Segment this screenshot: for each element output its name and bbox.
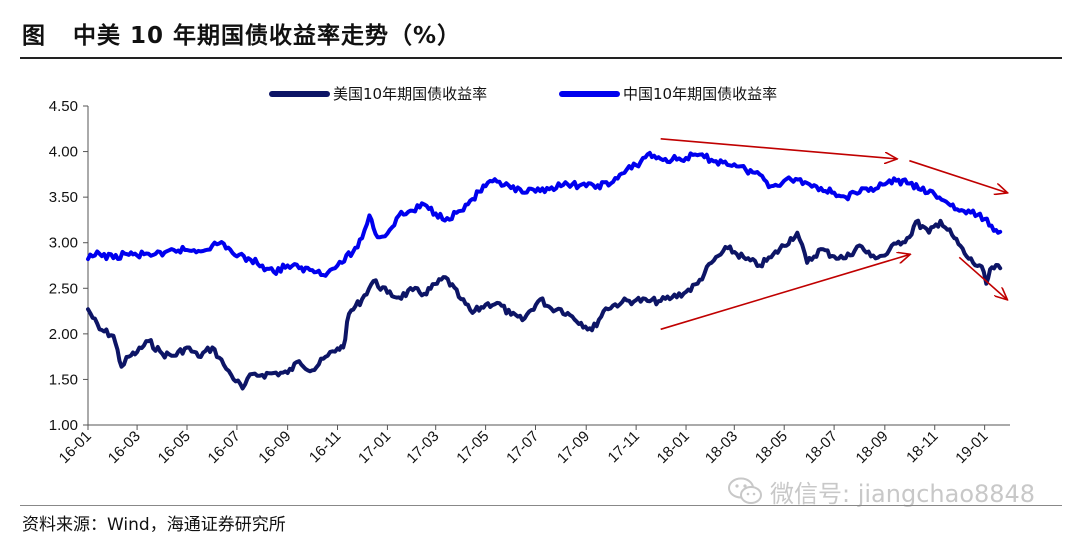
trend-arrow-down (958, 256, 1006, 299)
legend-label: 中国10年期国债收益率 (623, 85, 777, 103)
x-axis: 16-01 16-03 16-05 16-07 16-09 16-11 17-01 17-03… (56, 424, 1010, 467)
wechat-icon (728, 477, 762, 504)
page-title: 图 中美 10 年期国债收益率走势（%） (22, 23, 462, 49)
x-tick-label: 17-09 (554, 428, 593, 467)
y-tick-label: 4.00 (49, 144, 78, 161)
yield-line-chart: 1.001.502.002.503.003.504.004.50 16-01 16… (49, 85, 1010, 467)
trend-arrows (660, 138, 1007, 331)
y-tick-label: 4.50 (49, 98, 78, 115)
x-tick-label: 18-03 (702, 428, 741, 467)
x-tick-label: 18-09 (853, 428, 892, 467)
title-divider (20, 57, 1062, 59)
x-tick-label: 17-11 (605, 428, 643, 466)
y-tick-label: 1.00 (49, 417, 78, 434)
trend-arrow-down (909, 159, 1006, 193)
x-tick-label: 16-03 (105, 428, 144, 467)
x-tick-label: 16-07 (205, 428, 244, 467)
legend: 美国10年期国债收益率 中国10年期国债收益率 (269, 85, 777, 103)
y-tick-label: 3.00 (49, 235, 78, 252)
x-tick-label: 18-05 (752, 428, 791, 467)
x-tick-label: 17-03 (403, 428, 442, 467)
trend-arrow-down (660, 138, 897, 159)
source-divider (20, 505, 1062, 506)
y-axis: 1.00 1.50 2.00 2.50 3.00 3.50 4.00 4.50 (49, 98, 89, 434)
series-lines (86, 150, 1003, 391)
source-note: 资料来源：Wind，海通证券研究所 (22, 515, 286, 535)
y-tick-label: 2.50 (49, 280, 78, 297)
y-tick-label: 3.50 (49, 189, 78, 206)
series-line-cn-10y (86, 150, 1003, 278)
x-tick-label: 16-11 (306, 428, 344, 466)
y-tick-label: 1.50 (49, 371, 78, 388)
legend-label: 美国10年期国债收益率 (333, 85, 487, 103)
watermark: 微信号: jiangchao8848 (726, 476, 1036, 508)
x-tick-label: 17-07 (503, 428, 542, 467)
x-tick-label: 18-11 (903, 428, 941, 466)
x-tick-label: 16-05 (155, 428, 194, 467)
x-tick-label: 16-09 (255, 428, 294, 467)
trend-arrow-up (660, 255, 910, 331)
x-tick-label: 17-05 (453, 428, 492, 467)
watermark-text: 微信号: jiangchao8848 (770, 479, 1036, 508)
y-tick-label: 2.00 (49, 326, 78, 343)
series-line-us-10y (86, 218, 1003, 391)
x-tick-label: 19-01 (952, 428, 991, 467)
x-tick-label: 17-01 (355, 428, 394, 467)
x-tick-label: 18-01 (654, 428, 693, 467)
x-tick-label: 18-07 (802, 428, 841, 467)
